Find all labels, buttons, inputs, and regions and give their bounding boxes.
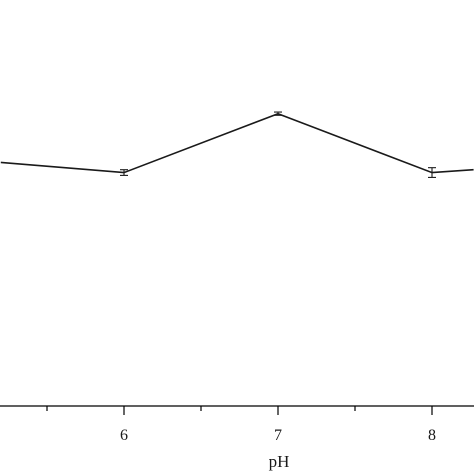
x-tick-label: 6 [120, 427, 128, 444]
error-bar [274, 111, 282, 116]
x-tick-label: 7 [274, 427, 282, 444]
plot-area [0, 111, 474, 178]
error-bar [120, 169, 128, 176]
x-axis-ticks: 6 7 8 [46, 406, 436, 444]
x-tick-label: 8 [428, 427, 436, 444]
error-bar [428, 167, 436, 178]
x-axis-title: pH [269, 452, 290, 471]
series-line-0 [0, 112, 474, 174]
